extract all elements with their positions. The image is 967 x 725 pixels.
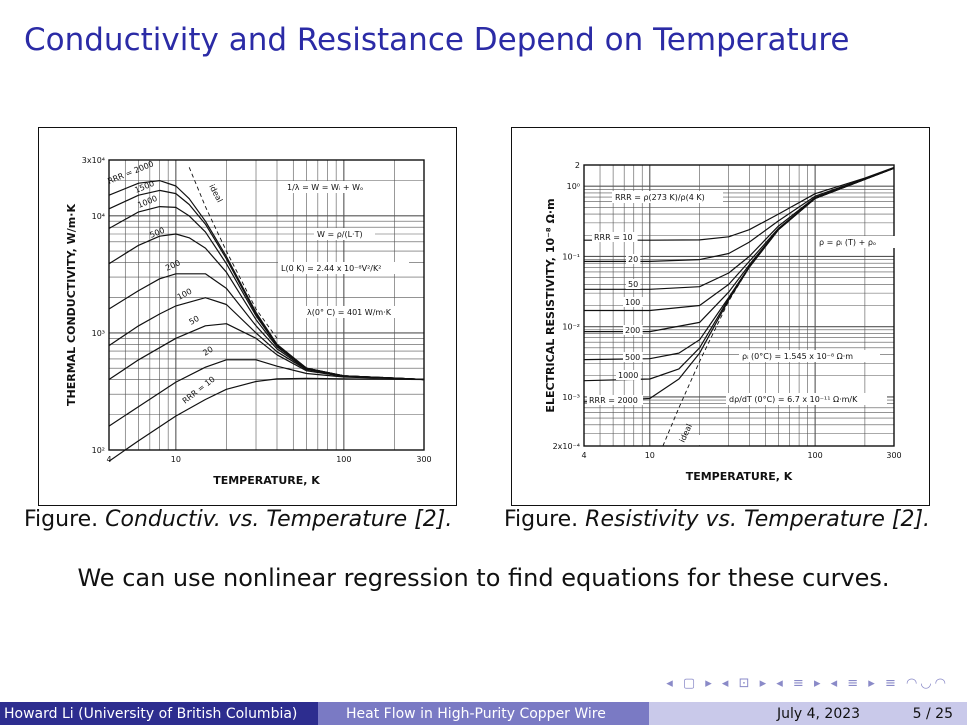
annotation-3: dρ/dT (0°C) = 6.7 x 10⁻¹¹ Ω·m/K bbox=[729, 395, 858, 404]
series-group bbox=[583, 166, 895, 447]
series-line-4 bbox=[108, 273, 425, 381]
y-tick-label-5: 2x10⁻⁴ bbox=[553, 442, 580, 451]
curve-label-2: 50 bbox=[628, 280, 638, 289]
x-tick-label-3: 300 bbox=[886, 451, 901, 460]
footer-date-page: July 4, 2023 5 / 25 bbox=[649, 702, 967, 725]
annotations: RRR = ρ(273 K)/ρ(4 K) ρ = ρᵢ (T) + ρₒ ρᵢ (… bbox=[612, 191, 897, 405]
plot-frame bbox=[108, 159, 425, 451]
resistivity-figure: RRR = ρ(273 K)/ρ(4 K) ρ = ρᵢ (T) + ρₒ ρᵢ (… bbox=[511, 127, 930, 506]
x-tick-label-1: 10 bbox=[171, 455, 181, 464]
annotation-0: RRR = ρ(273 K)/ρ(4 K) bbox=[615, 193, 705, 202]
y-tick-label-2: 10⁴ bbox=[92, 212, 105, 221]
curve-label-6: 1000 bbox=[618, 371, 638, 380]
curve-label-bg-8 bbox=[682, 435, 712, 445]
x-tick-label-3: 300 bbox=[416, 455, 431, 464]
caption-left: Figure. Conductiv. vs. Temperature [2]. bbox=[24, 507, 452, 532]
annotation-bg-2 bbox=[739, 350, 880, 362]
series-line-7 bbox=[583, 167, 895, 403]
curve-label-6: 50 bbox=[188, 314, 201, 327]
x-tick-label-2: 100 bbox=[336, 455, 351, 464]
curve-label-bg-3 bbox=[623, 297, 643, 307]
y-tick-label-1: 10⁰ bbox=[567, 182, 580, 191]
curve-label-4: 200 bbox=[625, 326, 640, 335]
series-line-8 bbox=[662, 267, 750, 447]
x-tick-label-2: 100 bbox=[807, 451, 822, 460]
slide-footer: Howard Li (University of British Columbi… bbox=[0, 702, 967, 725]
series-line-1 bbox=[584, 167, 895, 262]
annotation-bg-1 bbox=[816, 236, 897, 248]
caption-left-text: Conductiv. vs. Temperature [2]. bbox=[105, 507, 453, 532]
series-line-6 bbox=[108, 323, 425, 381]
curve-label-5: 500 bbox=[625, 353, 640, 362]
y-tick-label-3: 10⁻² bbox=[562, 323, 580, 332]
series-group bbox=[108, 167, 425, 462]
annotation-1: W = ρ/(L·T) bbox=[317, 230, 363, 239]
footer-page-number: 5 / 25 bbox=[912, 705, 953, 722]
annotations: 1/λ = W = Wᵢ + Wₒ W = ρ/(L·T) L(0 K) = 2.4… bbox=[278, 181, 409, 318]
annotation-bg-3 bbox=[304, 306, 405, 318]
series-line-7 bbox=[108, 359, 425, 427]
y-tick-label-4: 10⁻³ bbox=[562, 393, 580, 402]
annotation-1: ρ = ρᵢ (T) + ρₒ bbox=[819, 238, 876, 247]
x-tick-label-0: 4 bbox=[581, 451, 586, 460]
curve-label-9: ideal bbox=[207, 183, 224, 204]
annotation-bg-0 bbox=[612, 191, 723, 203]
annotation-3: λ(0° C) = 401 W/m·K bbox=[307, 308, 392, 317]
footer-date: July 4, 2023 bbox=[777, 705, 861, 722]
slide-body-text: We can use nonlinear regression to find … bbox=[77, 564, 890, 592]
x-axis-label: TEMPERATURE, K bbox=[686, 470, 793, 483]
caption-right-prefix: Figure. bbox=[504, 507, 579, 532]
curve-label-bg-0 bbox=[592, 232, 638, 242]
y-axis-label: ELECTRICAL RESISTIVITY, 10⁻⁸ Ω·m bbox=[544, 198, 557, 412]
x-tick-label-1: 10 bbox=[645, 451, 655, 460]
annotation-2: ρᵢ (0°C) = 1.545 x 10⁻⁸ Ω·m bbox=[742, 352, 853, 361]
beamer-navigation-icons[interactable]: ◂ ▢ ▸ ◂ ⊡ ▸ ◂ ≡ ▸ ◂ ≡ ▸ ≡ ◠◡◠ bbox=[666, 676, 949, 691]
annotation-bg-0 bbox=[284, 181, 375, 193]
slide-title: Conductivity and Resistance Depend on Te… bbox=[24, 22, 850, 58]
curve-label-bg-1 bbox=[626, 254, 641, 264]
y-tick-label-0: 2 bbox=[575, 161, 580, 170]
curve-label-1: 20 bbox=[628, 255, 638, 264]
series-line-8 bbox=[108, 377, 425, 462]
curve-label-0: RRR = 10 bbox=[594, 233, 633, 242]
y-axis-label: THERMAL CONDUCTIVITY, W/m·K bbox=[65, 204, 78, 406]
curve-label-7: RRR = 2000 bbox=[589, 396, 638, 405]
grid bbox=[108, 159, 425, 451]
conductivity-figure: 1/λ = W = Wᵢ + Wₒ W = ρ/(L·T) L(0 K) = 2.4… bbox=[38, 127, 457, 506]
plot-frame bbox=[583, 164, 895, 447]
caption-right-text: Resistivity vs. Temperature [2]. bbox=[585, 507, 931, 532]
footer-talk-title: Heat Flow in High-Purity Copper Wire bbox=[318, 702, 649, 725]
annotation-bg-2 bbox=[278, 262, 409, 274]
curve-label-3: 100 bbox=[625, 298, 640, 307]
curve-label-bg-5 bbox=[623, 352, 643, 362]
annotation-2: L(0 K) = 2.44 x 10⁻⁸V²/K² bbox=[281, 264, 381, 273]
curve-label-4: 200 bbox=[164, 258, 182, 273]
annotation-0: 1/λ = W = Wᵢ + Wₒ bbox=[287, 183, 363, 192]
conductivity-chart: 1/λ = W = Wᵢ + Wₒ W = ρ/(L·T) L(0 K) = 2.4… bbox=[65, 156, 432, 487]
caption-left-prefix: Figure. bbox=[24, 507, 99, 532]
curve-label-bg-6 bbox=[616, 370, 641, 380]
y-tick-label-1: 10³ bbox=[92, 329, 105, 338]
series-line-9 bbox=[188, 167, 278, 339]
y-tick-label-0: 10² bbox=[92, 446, 105, 455]
curve-label-bg-2 bbox=[626, 279, 641, 289]
resistivity-chart: RRR = ρ(273 K)/ρ(4 K) ρ = ρᵢ (T) + ρₒ ρᵢ (… bbox=[544, 161, 902, 483]
annotation-bg-1 bbox=[314, 228, 375, 240]
annotation-bg-3 bbox=[726, 393, 887, 405]
x-axis-label: TEMPERATURE, K bbox=[213, 474, 320, 487]
series-line-0 bbox=[584, 166, 895, 241]
y-tick-label-2: 10⁻¹ bbox=[562, 252, 580, 261]
curve-label-7: 20 bbox=[201, 345, 214, 358]
x-tick-label-0: 4 bbox=[106, 455, 111, 464]
caption-right: Figure. Resistivity vs. Temperature [2]. bbox=[504, 507, 930, 532]
footer-author: Howard Li (University of British Columbi… bbox=[0, 702, 318, 725]
curve-label-bg-4 bbox=[623, 325, 643, 335]
curve-label-5: 100 bbox=[176, 287, 194, 302]
series-line-5 bbox=[108, 297, 425, 381]
y-tick-label-3: 3x10⁴ bbox=[82, 156, 105, 165]
curve-label-bg-7 bbox=[587, 395, 643, 405]
